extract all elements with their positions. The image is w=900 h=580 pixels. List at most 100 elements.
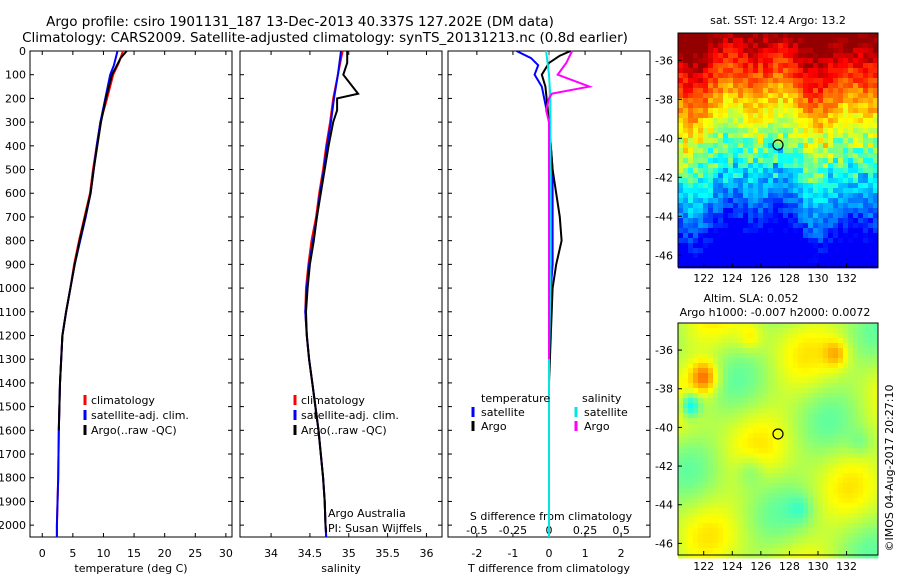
map-cell: [698, 173, 704, 179]
map-cell: [723, 528, 729, 534]
map-cell: [823, 148, 829, 154]
map-cell: [738, 58, 744, 64]
map-cell: [763, 498, 769, 504]
map-cell: [798, 188, 804, 194]
map-cell: [728, 468, 734, 474]
map-cell: [788, 338, 794, 344]
map-cell: [798, 128, 804, 134]
map-cell: [688, 383, 694, 389]
map-cell: [743, 368, 749, 374]
map-cell: [763, 123, 769, 129]
map-cell: [793, 63, 799, 69]
map-cell: [713, 243, 719, 249]
map-cell: [873, 88, 879, 94]
map-cell: [723, 103, 729, 109]
map-cell: [768, 378, 774, 384]
map-cell: [813, 468, 819, 474]
map-cell: [833, 78, 839, 84]
map-cell: [748, 78, 754, 84]
map-cell: [708, 103, 714, 109]
map-cell: [858, 518, 864, 524]
map-cell: [788, 233, 794, 239]
map-cell: [813, 228, 819, 234]
map-cell: [763, 148, 769, 154]
map-cell: [728, 253, 734, 259]
map-cell: [853, 193, 859, 199]
map-cell: [748, 253, 754, 259]
map-cell: [728, 503, 734, 509]
map-cell: [773, 553, 779, 559]
map-cell: [693, 338, 699, 344]
map-cell: [848, 363, 854, 369]
map-cell: [803, 198, 809, 204]
map-cell: [723, 423, 729, 429]
map-cell: [683, 398, 689, 404]
map-cell: [748, 523, 754, 529]
map-cell: [843, 63, 849, 69]
map-cell: [698, 153, 704, 159]
map-cell: [793, 168, 799, 174]
map-cell: [863, 123, 869, 129]
map-cell: [773, 468, 779, 474]
map-cell: [703, 538, 709, 544]
map-cell: [738, 383, 744, 389]
map-cell: [778, 58, 784, 64]
map-cell: [713, 118, 719, 124]
map-cell: [688, 73, 694, 79]
map-cell: [718, 398, 724, 404]
map-cell: [833, 153, 839, 159]
map-cell: [763, 73, 769, 79]
map-cell: [863, 208, 869, 214]
map-cell: [813, 498, 819, 504]
map-cell: [753, 373, 759, 379]
map-cell: [863, 348, 869, 354]
map-cell: [873, 223, 879, 229]
map-cell: [693, 63, 699, 69]
map-cell: [773, 38, 779, 44]
map-cell: [723, 348, 729, 354]
map-cell: [868, 173, 874, 179]
map-cell: [798, 528, 804, 534]
x-tick-label: 1: [582, 547, 589, 560]
map-cell: [788, 158, 794, 164]
map-cell: [763, 493, 769, 499]
map-cell: [713, 93, 719, 99]
map-cell: [843, 523, 849, 529]
map-cell: [718, 443, 724, 449]
map-cell: [773, 158, 779, 164]
map-cell: [713, 413, 719, 419]
map-cell: [828, 248, 834, 254]
y-tick-label: 1200: [0, 329, 26, 342]
map-cell: [693, 323, 699, 329]
map-cell: [823, 158, 829, 164]
map-cell: [698, 68, 704, 74]
map-cell: [683, 548, 689, 554]
map-cell: [858, 553, 864, 559]
map-cell: [773, 473, 779, 479]
map-cell: [853, 378, 859, 384]
map-cell: [763, 98, 769, 104]
map-cell: [688, 88, 694, 94]
map-cell: [708, 243, 714, 249]
map-cell: [708, 448, 714, 454]
y-tick-label: 600: [5, 187, 26, 200]
x-tick-label: 35: [342, 547, 356, 560]
map-cell: [678, 348, 684, 354]
map-cell: [808, 128, 814, 134]
map-cell: [708, 98, 714, 104]
map-cell: [853, 458, 859, 464]
map-cell: [793, 148, 799, 154]
map-cell: [853, 348, 859, 354]
map-cell: [728, 193, 734, 199]
map-cell: [838, 483, 844, 489]
map-cell: [778, 403, 784, 409]
map-cell: [768, 173, 774, 179]
map-cell: [783, 513, 789, 519]
map-cell: [698, 128, 704, 134]
map-cell: [698, 113, 704, 119]
map-cell: [818, 188, 824, 194]
map-cell: [853, 343, 859, 349]
map-cell: [703, 413, 709, 419]
x-tick-label: 34: [264, 547, 278, 560]
map-cell: [848, 158, 854, 164]
